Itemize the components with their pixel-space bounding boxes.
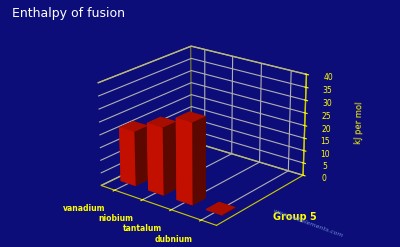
Text: Group 5: Group 5 (273, 212, 316, 222)
Text: Enthalpy of fusion: Enthalpy of fusion (12, 7, 125, 21)
Text: www.webelements.com: www.webelements.com (272, 208, 344, 238)
